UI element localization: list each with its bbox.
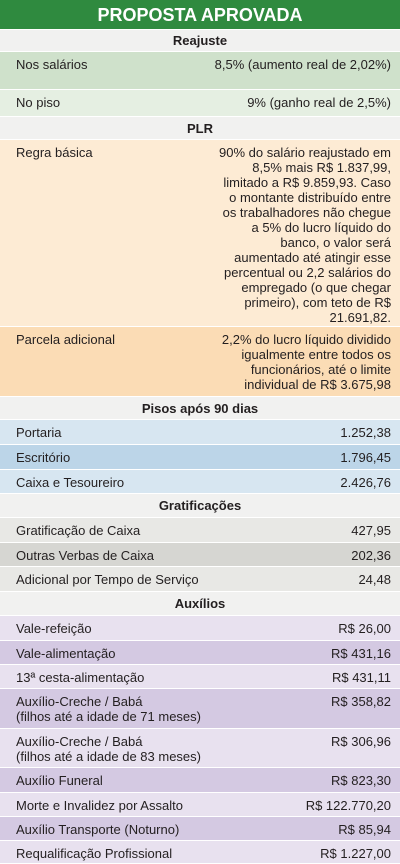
row-value: R$ 85,94 xyxy=(338,822,391,837)
table-row: Escritório 1.796,45 xyxy=(0,445,400,470)
table-row: Regra básica 90% do salário reajustado em… xyxy=(0,140,400,327)
row-label: No piso xyxy=(16,95,61,110)
table-row: Vale-refeição R$ 26,00 xyxy=(0,616,400,641)
row-label: Escritório xyxy=(16,450,71,465)
table-row: Adicional por Tempo de Serviço 24,48 xyxy=(0,567,400,592)
section-heading: PLR xyxy=(0,117,400,140)
row-label: Requalificação Profissional xyxy=(16,846,173,861)
row-value: R$ 122.770,20 xyxy=(305,798,391,813)
row-value: 202,36 xyxy=(351,548,391,563)
row-label: Parcela adicional xyxy=(16,332,116,347)
row-value: 2,2% do lucro líquido dividido igualment… xyxy=(221,332,391,392)
table-row: Auxílio Funeral R$ 823,30 xyxy=(0,768,400,793)
row-value: R$ 431,16 xyxy=(331,646,391,661)
table-row: Auxílio-Creche / Babá (filhos até a idad… xyxy=(0,689,400,729)
row-value: R$ 26,00 xyxy=(338,621,391,636)
row-label: Auxílio-Creche / Babá (filhos até a idad… xyxy=(16,694,201,724)
row-label: 13ª cesta-alimentação xyxy=(16,670,145,685)
row-label: Morte e Invalidez por Assalto xyxy=(16,798,183,813)
row-label: Auxílio Funeral xyxy=(16,773,103,788)
table: Reajuste Nos salários 8,5% (aumento real d… xyxy=(0,30,400,864)
table-row: Nos salários 8,5% (aumento real de 2,02%) xyxy=(0,52,400,90)
table-row: Vale-alimentação R$ 431,16 xyxy=(0,641,400,665)
row-value: 8,5% (aumento real de 2,02%) xyxy=(214,57,391,72)
title: PROPOSTA APROVADA xyxy=(0,0,400,30)
row-label: Nos salários xyxy=(16,57,88,72)
section-heading: Reajuste xyxy=(0,30,400,52)
table-row: Auxílio-Creche / Babá (filhos até a idad… xyxy=(0,729,400,768)
section-heading: Auxílios xyxy=(0,592,400,616)
row-label: Gratificação de Caixa xyxy=(16,523,141,538)
row-label: Regra básica xyxy=(16,145,93,160)
table-row: Caixa e Tesoureiro 2.426,76 xyxy=(0,470,400,494)
row-label: Adicional por Tempo de Serviço xyxy=(16,572,199,587)
section-heading: Gratificações xyxy=(0,494,400,518)
row-value: 1.796,45 xyxy=(340,450,391,465)
row-value: 427,95 xyxy=(351,523,391,538)
row-label: Auxílio Transporte (Noturno) xyxy=(16,822,180,837)
row-label: Outras Verbas de Caixa xyxy=(16,548,155,563)
row-label: Portaria xyxy=(16,425,62,440)
table-row: Morte e Invalidez por Assalto R$ 122.770,… xyxy=(0,793,400,817)
row-value: 9% (ganho real de 2,5%) xyxy=(247,95,391,110)
row-label: Auxílio-Creche / Babá (filhos até a idad… xyxy=(16,734,201,764)
table-row: 13ª cesta-alimentação R$ 431,11 xyxy=(0,665,400,689)
section-heading: Pisos após 90 dias xyxy=(0,397,400,420)
row-label: Caixa e Tesoureiro xyxy=(16,475,125,490)
row-value: R$ 358,82 xyxy=(331,694,391,709)
row-value: R$ 823,30 xyxy=(331,773,391,788)
table-row: Portaria 1.252,38 xyxy=(0,420,400,445)
row-value: 90% do salário reajustado em 8,5% mais R… xyxy=(219,145,391,325)
row-value: R$ 1.227,00 xyxy=(320,846,391,861)
row-value: 1.252,38 xyxy=(340,425,391,440)
row-value: R$ 431,11 xyxy=(331,670,391,685)
table-row: Gratificação de Caixa 427,95 xyxy=(0,518,400,543)
row-label: Vale-alimentação xyxy=(16,646,116,661)
row-value: 2.426,76 xyxy=(340,475,391,490)
table-row: Outras Verbas de Caixa 202,36 xyxy=(0,543,400,567)
row-label: Vale-refeição xyxy=(16,621,92,636)
table-row: Auxílio Transporte (Noturno) R$ 85,94 xyxy=(0,817,400,841)
table-row: Requalificação Profissional R$ 1.227,00 xyxy=(0,841,400,864)
row-value: 24,48 xyxy=(358,572,391,587)
table-row: No piso 9% (ganho real de 2,5%) xyxy=(0,90,400,117)
row-value: R$ 306,96 xyxy=(331,734,391,749)
table-row: Parcela adicional 2,2% do lucro líquido d… xyxy=(0,327,400,397)
